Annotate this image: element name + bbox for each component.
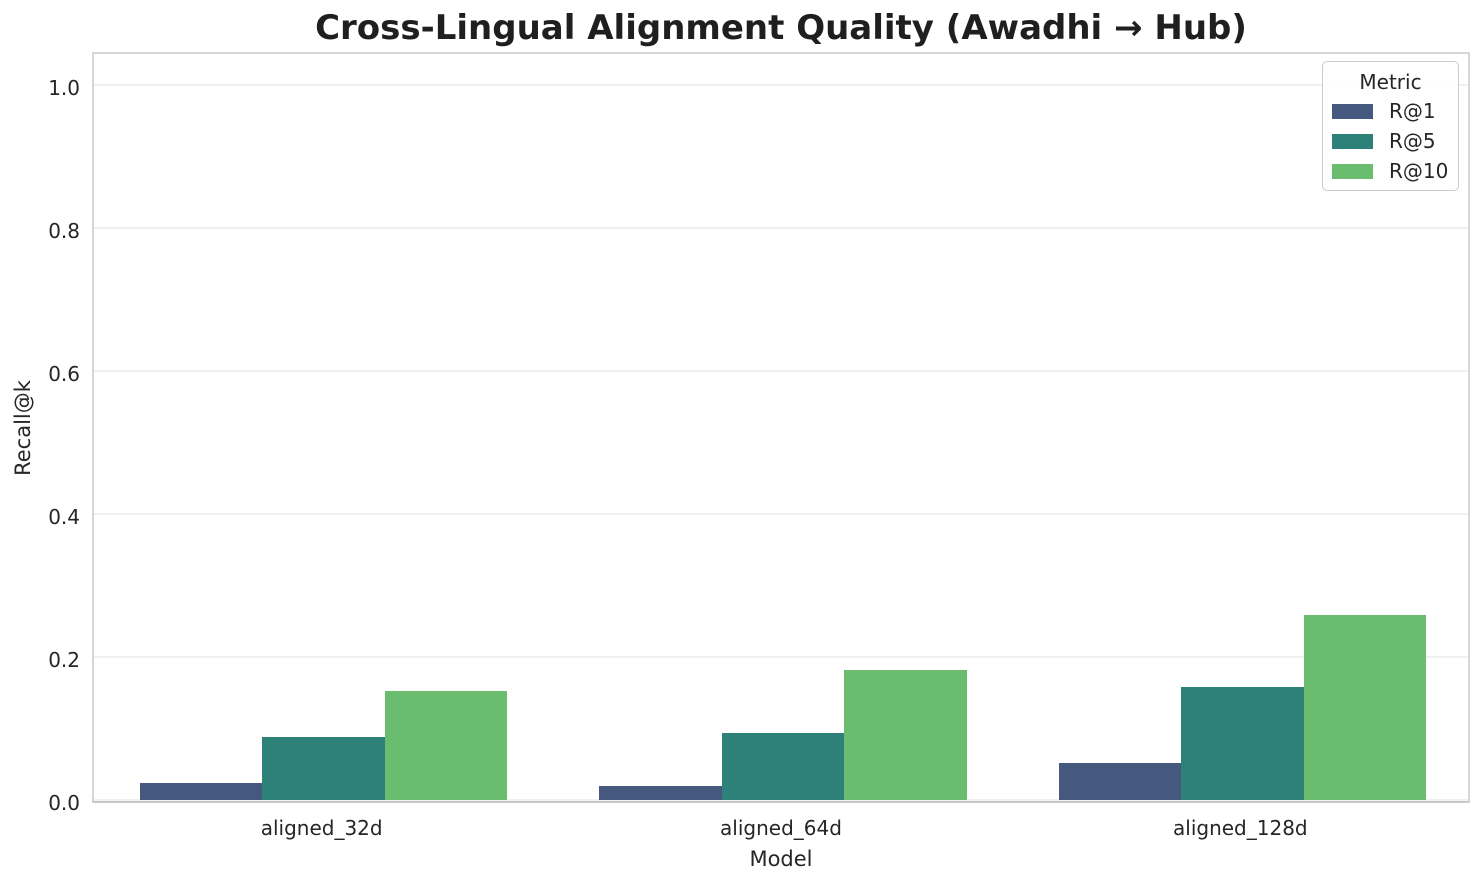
legend-item-R@10: R@10 bbox=[1332, 156, 1449, 186]
bar-aligned_128d-R@5 bbox=[1181, 687, 1304, 800]
bar-aligned_32d-R@10 bbox=[384, 691, 508, 800]
x-axis-label: Model bbox=[749, 847, 813, 871]
bar-aligned_128d-R@10 bbox=[1303, 615, 1427, 800]
gridline-1.0 bbox=[94, 83, 1468, 86]
x-tick-label-aligned_32d: aligned_32d bbox=[260, 816, 383, 840]
chart-title: Cross-Lingual Alignment Quality (Awadhi … bbox=[315, 8, 1247, 48]
y-tick-label-0.0: 0.0 bbox=[48, 791, 80, 815]
gridline-0.4 bbox=[94, 512, 1468, 515]
legend-title: Metric bbox=[1359, 70, 1422, 94]
bar-aligned_64d-R@10 bbox=[844, 669, 967, 800]
x-tick-label-aligned_128d: aligned_128d bbox=[1173, 816, 1308, 840]
bar-aligned_32d-R@1 bbox=[139, 782, 263, 800]
legend: Metric R@1 R@5 R@10 bbox=[1322, 61, 1459, 191]
legend-item-R@1: R@1 bbox=[1332, 96, 1449, 126]
y-tick-label-0.2: 0.2 bbox=[48, 647, 80, 672]
bar-aligned_64d-R@5 bbox=[721, 733, 845, 800]
bar-aligned_64d-R@1 bbox=[599, 786, 722, 800]
bar-aligned_128d-R@1 bbox=[1058, 762, 1182, 800]
y-axis-label: Recall@k bbox=[11, 380, 35, 476]
legend-swatch-icon bbox=[1332, 163, 1373, 179]
plot-area bbox=[92, 52, 1470, 803]
legend-label: R@1 bbox=[1389, 99, 1436, 123]
legend-rows: R@1 R@5 R@10 bbox=[1332, 96, 1449, 186]
legend-label: R@10 bbox=[1389, 159, 1449, 183]
legend-label: R@5 bbox=[1389, 129, 1436, 153]
y-tick-label-1.0: 1.0 bbox=[48, 75, 80, 100]
gridline-0.6 bbox=[94, 369, 1468, 372]
x-tick-label-aligned_64d: aligned_64d bbox=[720, 816, 842, 840]
legend-swatch-icon bbox=[1332, 133, 1373, 149]
legend-swatch-icon bbox=[1332, 103, 1373, 119]
bar-aligned_32d-R@5 bbox=[262, 737, 385, 800]
y-tick-label-0.6: 0.6 bbox=[48, 361, 80, 386]
y-tick-label-0.4: 0.4 bbox=[48, 504, 80, 529]
gridline-0.8 bbox=[94, 226, 1468, 229]
legend-item-R@5: R@5 bbox=[1332, 126, 1449, 156]
gridline-0.2 bbox=[94, 655, 1468, 658]
gridline-0.0 bbox=[94, 799, 1468, 801]
y-tick-label-0.8: 0.8 bbox=[48, 218, 80, 243]
